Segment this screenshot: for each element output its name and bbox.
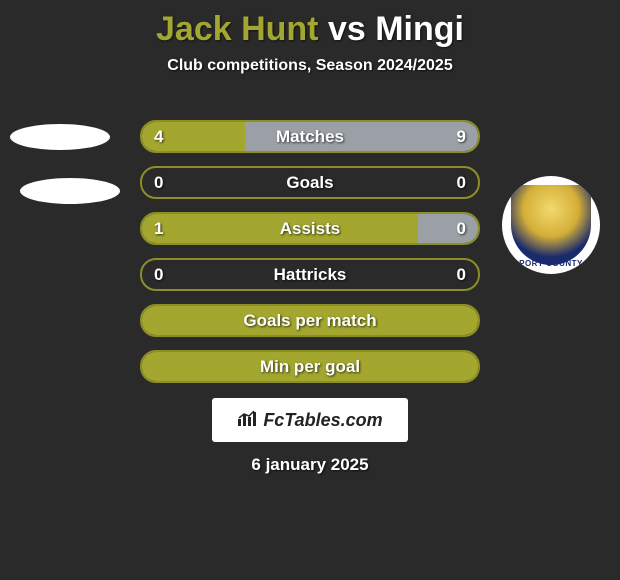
fctables-logo: FcTables.com [212, 398, 408, 442]
stat-value-right: 0 [457, 168, 466, 197]
stat-value-right: 0 [457, 214, 466, 243]
crest-shield-icon [511, 185, 591, 265]
stat-value-left: 4 [154, 122, 163, 151]
crest-text: PORT COUNTY [502, 259, 600, 268]
stat-value-left: 0 [154, 168, 163, 197]
stat-row-matches: Matches4 9 [140, 120, 480, 153]
title-player2: Mingi [375, 10, 464, 48]
player2-club-crest: PORT COUNTY [502, 176, 600, 274]
chart-icon [237, 409, 257, 432]
stat-row-min-per-goal: Min per goal [140, 350, 480, 383]
player1-avatar-placeholder-1 [10, 124, 110, 150]
stat-row-hattricks: Hattricks0 0 [140, 258, 480, 291]
stat-label: Matches [142, 122, 478, 151]
stat-label: Goals [142, 168, 478, 197]
player1-avatar-placeholder-2 [20, 178, 120, 204]
title-player1: Jack Hunt [156, 10, 319, 48]
generation-date: 6 january 2025 [0, 455, 620, 475]
stat-value-right: 9 [457, 122, 466, 151]
stat-label: Assists [142, 214, 478, 243]
page-title: Jack Hunt vs Mingi [0, 0, 620, 49]
title-vs: vs [328, 10, 366, 48]
stat-row-goals-per-match: Goals per match [140, 304, 480, 337]
stat-value-left: 0 [154, 260, 163, 289]
logo-text: FcTables.com [263, 410, 382, 431]
stat-label: Hattricks [142, 260, 478, 289]
subtitle: Club competitions, Season 2024/2025 [0, 57, 620, 75]
comparison-bars: Matches49Goals00Assists10Hattricks00Goal… [140, 120, 480, 396]
stat-value-left: 1 [154, 214, 163, 243]
stat-label: Goals per match [142, 306, 478, 335]
stat-value-right: 0 [457, 260, 466, 289]
stat-row-goals: Goals0 0 [140, 166, 480, 199]
stat-label: Min per goal [142, 352, 478, 381]
stat-row-assists: Assists1 0 [140, 212, 480, 245]
